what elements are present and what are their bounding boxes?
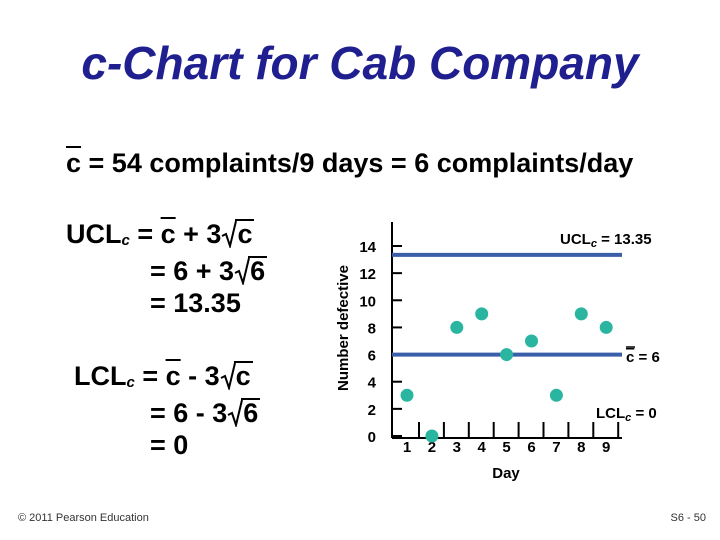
cbar-symbol: c (66, 148, 82, 178)
ucl-eq-sign: = (129, 219, 161, 249)
lcl-annotation: LCLc = 0 (596, 405, 657, 424)
y-tick-label: 6 (368, 348, 376, 365)
ucl-plus-three: + 3 (175, 219, 222, 249)
ucl-cbar: c (160, 219, 176, 249)
data-point (549, 388, 563, 402)
y-tick-label: 4 (368, 375, 377, 392)
cbar-equation-text: = 54 complaints/9 days = 6 complaints/da… (81, 148, 634, 178)
x-tick-label: 7 (552, 439, 560, 456)
lcl-subscript: c (126, 374, 135, 391)
ucl-sqrt-radicand: c (235, 219, 255, 249)
lcl-eq-sign: = (134, 361, 166, 391)
mean-complaints-statement: c = 54 complaints/9 days = 6 complaints/… (66, 148, 633, 179)
data-point (525, 334, 538, 348)
ucl-label: UCL (66, 219, 122, 249)
lcl-label: LCL (74, 361, 127, 391)
y-tick-label: 12 (359, 266, 376, 283)
ucl-line2-text: = 6 + 3 (150, 256, 235, 286)
sqrt-icon (227, 399, 244, 427)
y-tick-label: 10 (359, 293, 376, 310)
ucl-line2-radicand: 6 (248, 256, 268, 286)
data-point (574, 307, 588, 321)
slide-number: S6 - 50 (670, 512, 706, 524)
center-line-annotation: c = 6 (626, 349, 660, 366)
sqrt-icon (222, 220, 238, 248)
x-axis-title: Day (492, 465, 520, 482)
lcl-sqrt: c (220, 360, 253, 392)
x-tick-label: 3 (453, 439, 461, 456)
lcl-line2-text: = 6 - 3 (150, 398, 228, 428)
slide-title: c-Chart for Cab Company (81, 37, 639, 89)
lcl-formula-line-3: = 0 (150, 430, 189, 460)
y-tick-label: 0 (368, 429, 376, 446)
ucl-sqrt: c (221, 218, 255, 250)
data-point (450, 320, 464, 334)
ucl-line2-sqrt: 6 (234, 255, 268, 287)
y-axis-title: Number defective (335, 265, 352, 391)
x-tick-label: 8 (577, 439, 585, 456)
ucl-subscript: c (121, 232, 130, 249)
x-tick-label: 4 (478, 439, 487, 456)
data-point (500, 348, 514, 362)
x-tick-label: 6 (527, 439, 535, 456)
lcl-sqrt-radicand: c (233, 361, 253, 391)
ucl-formula-line-3: = 13.35 (150, 288, 241, 318)
y-tick-label: 2 (368, 402, 376, 419)
ucl-formula-line-2: = 6 + 3 6 (66, 255, 268, 287)
data-point (475, 307, 489, 321)
copyright-footer: © 2011 Pearson Education (18, 512, 149, 524)
lcl-formula-line-2: = 6 - 3 6 (74, 397, 261, 429)
sqrt-icon (220, 362, 236, 390)
lcl-cbar: c (165, 361, 181, 391)
x-tick-label: 9 (602, 439, 610, 456)
lcl-minus-three: - 3 (180, 361, 220, 391)
data-point (599, 320, 613, 334)
x-tick-label: 5 (502, 439, 510, 456)
y-tick-label: 8 (368, 320, 376, 337)
x-tick-label: 2 (428, 439, 436, 456)
sqrt-icon (234, 257, 251, 285)
y-tick-label: 14 (359, 239, 376, 256)
ucl-annotation: UCLc = 13.35 (560, 231, 652, 250)
data-point (425, 429, 439, 443)
lcl-line2-sqrt: 6 (227, 397, 261, 429)
data-point (400, 388, 414, 402)
lcl-line2-radicand: 6 (241, 398, 261, 428)
x-tick-label: 1 (403, 439, 411, 456)
